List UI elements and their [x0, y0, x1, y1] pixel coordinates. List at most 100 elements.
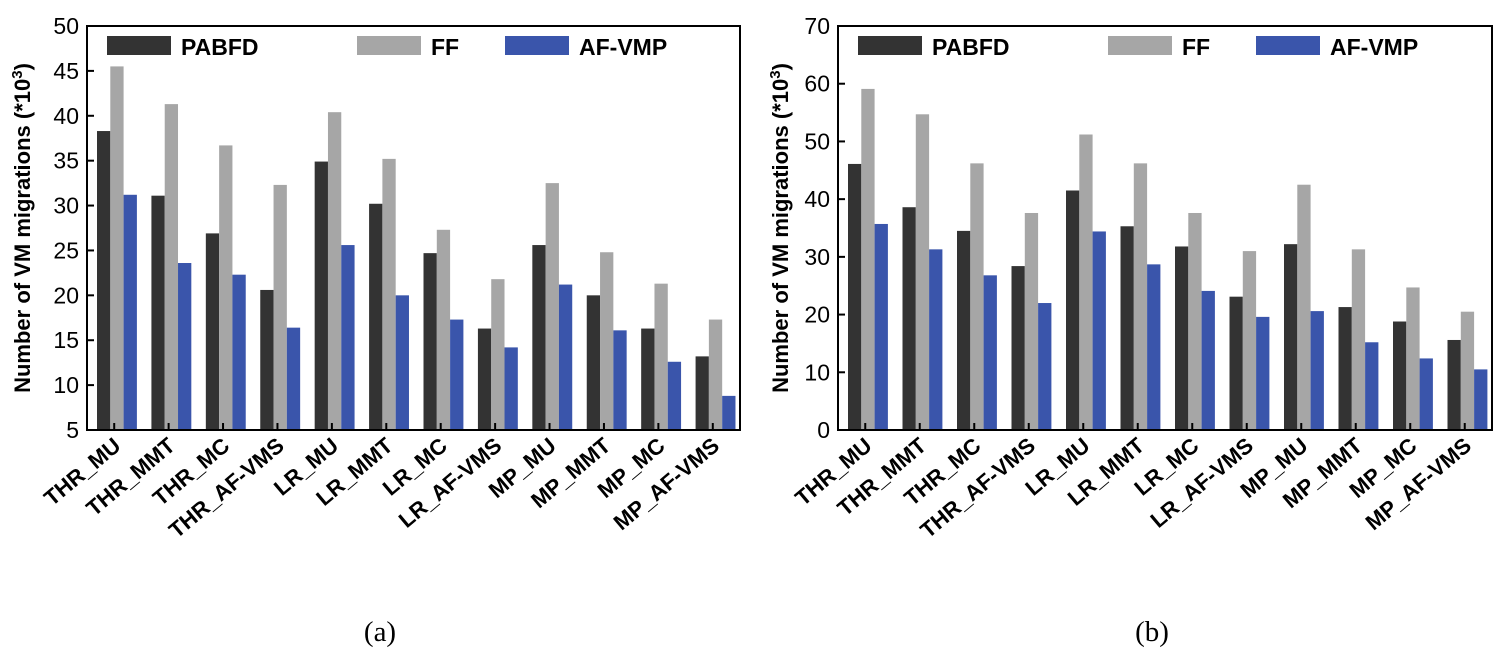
bar-ff-mp_mc [654, 283, 668, 430]
plot-frame [86, 25, 741, 431]
bar-ff-thr_mc [219, 145, 233, 430]
y-axis-title-superscript: 3 [9, 70, 26, 78]
bar-af-vmp-lr_af-vms [1256, 316, 1270, 430]
chart-panel-b: 010203040506070THR_MUTHR_MMTTHR_MCTHR_AF… [767, 13, 1493, 648]
bar-ff-lr_mc [436, 229, 451, 430]
y-tick-label: 35 [53, 148, 79, 174]
bar-pabfd-lr_mmt [1120, 226, 1134, 430]
bar-af-vmp-mp_mu [558, 284, 573, 430]
bar-af-vmp-mp_mc [1419, 358, 1433, 430]
bar-af-vmp-thr_mmt [929, 249, 943, 430]
bar-pabfd-mp_mmt [1338, 307, 1352, 430]
chart-panel-a: 5101520253035404550THR_MUTHR_MMTTHR_MCTH… [9, 13, 741, 648]
bar-af-vmp-thr_mc [983, 275, 997, 430]
bar-ff-mp_mmt [600, 252, 614, 430]
y-tick-label: 20 [53, 282, 79, 308]
y-axis-title-superscript: 3 [767, 70, 784, 78]
y-axis-title: Number of VM migrations (*103) [9, 63, 35, 393]
y-tick-label: 50 [53, 13, 79, 39]
bar-af-vmp-thr_af-vms [1038, 303, 1052, 430]
bar-ff-thr_mmt [164, 104, 179, 431]
y-axis-title-main: Number of VM migrations (*10 [10, 79, 35, 393]
bar-ff-thr_mu [110, 66, 124, 431]
bar-ff-mp_mu [1297, 184, 1311, 430]
bar-pabfd-thr_mu [97, 131, 111, 431]
bar-pabfd-mp_mc [641, 328, 655, 430]
bar-pabfd-mp_af-vms [695, 356, 709, 430]
panel-caption: (b) [1135, 616, 1169, 648]
y-tick-label: 25 [53, 237, 79, 263]
y-axis-title-main: Number of VM migrations (*10 [768, 79, 793, 393]
bar-ff-mp_mc [1406, 287, 1420, 430]
plot-frame [837, 25, 1493, 431]
bar-af-vmp-mp_af-vms [722, 395, 736, 430]
bar-af-vmp-lr_mu [341, 245, 355, 430]
bar-ff-lr_mu [327, 112, 342, 430]
legend-label-pabfd: PABFD [181, 34, 259, 60]
legend-label-af-vmp: AF-VMP [579, 34, 667, 60]
bar-pabfd-lr_mu [314, 161, 328, 430]
y-axis-title: Number of VM migrations (*103) [767, 63, 793, 393]
bar-ff-mp_mmt [1351, 249, 1366, 430]
y-tick-label: 50 [804, 128, 830, 154]
bar-pabfd-thr_mc [205, 233, 220, 430]
bar-ff-lr_af-vms [491, 279, 505, 430]
bar-ff-thr_mmt [915, 114, 930, 431]
y-tick-label: 15 [53, 327, 79, 353]
bar-pabfd-thr_af-vms [260, 289, 274, 430]
bar-pabfd-mp_mc [1393, 321, 1407, 430]
bar-ff-lr_mc [1188, 212, 1202, 430]
bar-af-vmp-lr_mc [1201, 290, 1215, 430]
bar-ff-lr_mmt [1133, 163, 1148, 431]
bar-af-vmp-mp_af-vms [1474, 369, 1488, 430]
bar-af-vmp-mp_mmt [613, 330, 627, 430]
bar-af-vmp-lr_af-vms [504, 347, 518, 430]
bar-ff-thr_af-vms [273, 184, 287, 430]
bar-ff-lr_mmt [382, 158, 396, 430]
bar-pabfd-mp_mu [1284, 244, 1298, 430]
bar-pabfd-lr_mc [423, 253, 437, 430]
bar-ff-thr_af-vms [1024, 212, 1039, 430]
legend-swatch-af-vmp [1256, 36, 1320, 55]
legend-label-pabfd: PABFD [932, 34, 1010, 60]
bar-pabfd-thr_mmt [902, 207, 916, 430]
bar-af-vmp-lr_mu [1092, 231, 1106, 430]
bar-af-vmp-lr_mc [450, 319, 464, 430]
bar-pabfd-thr_mc [957, 230, 971, 430]
bar-pabfd-lr_mu [1066, 190, 1080, 430]
panel-caption: (a) [364, 616, 396, 648]
legend-label-ff: FF [1182, 34, 1210, 60]
bar-ff-lr_af-vms [1242, 251, 1257, 430]
y-tick-label: 60 [804, 71, 830, 97]
bar-pabfd-lr_af-vms [1229, 296, 1243, 430]
legend-label-ff: FF [431, 34, 459, 60]
y-tick-label: 10 [53, 372, 79, 398]
bar-ff-mp_mu [545, 183, 559, 430]
bar-pabfd-lr_mc [1175, 246, 1189, 430]
bar-pabfd-mp_af-vms [1447, 339, 1461, 430]
bar-ff-lr_mu [1079, 134, 1093, 430]
bar-ff-thr_mc [970, 163, 984, 431]
bar-ff-mp_af-vms [708, 319, 723, 430]
bar-af-vmp-thr_mmt [178, 263, 192, 430]
bar-af-vmp-mp_mu [1310, 311, 1324, 430]
bar-af-vmp-lr_mmt [395, 295, 409, 430]
legend-swatch-ff [357, 36, 421, 55]
legend-label-af-vmp: AF-VMP [1330, 34, 1418, 60]
y-tick-label: 20 [804, 302, 830, 328]
y-tick-label: 40 [804, 186, 830, 212]
bar-pabfd-mp_mmt [586, 295, 601, 430]
bar-af-vmp-thr_af-vms [286, 327, 301, 430]
y-tick-label: 30 [804, 244, 830, 270]
bar-pabfd-lr_mmt [369, 203, 383, 430]
bar-pabfd-thr_af-vms [1011, 266, 1025, 430]
y-tick-label: 0 [817, 417, 830, 443]
y-tick-label: 5 [66, 417, 79, 443]
y-axis-title-close: ) [10, 63, 35, 70]
bar-ff-mp_af-vms [1460, 311, 1475, 430]
bar-pabfd-thr_mu [848, 163, 862, 430]
bar-af-vmp-thr_mu [123, 194, 137, 430]
bar-pabfd-mp_mu [532, 245, 546, 430]
